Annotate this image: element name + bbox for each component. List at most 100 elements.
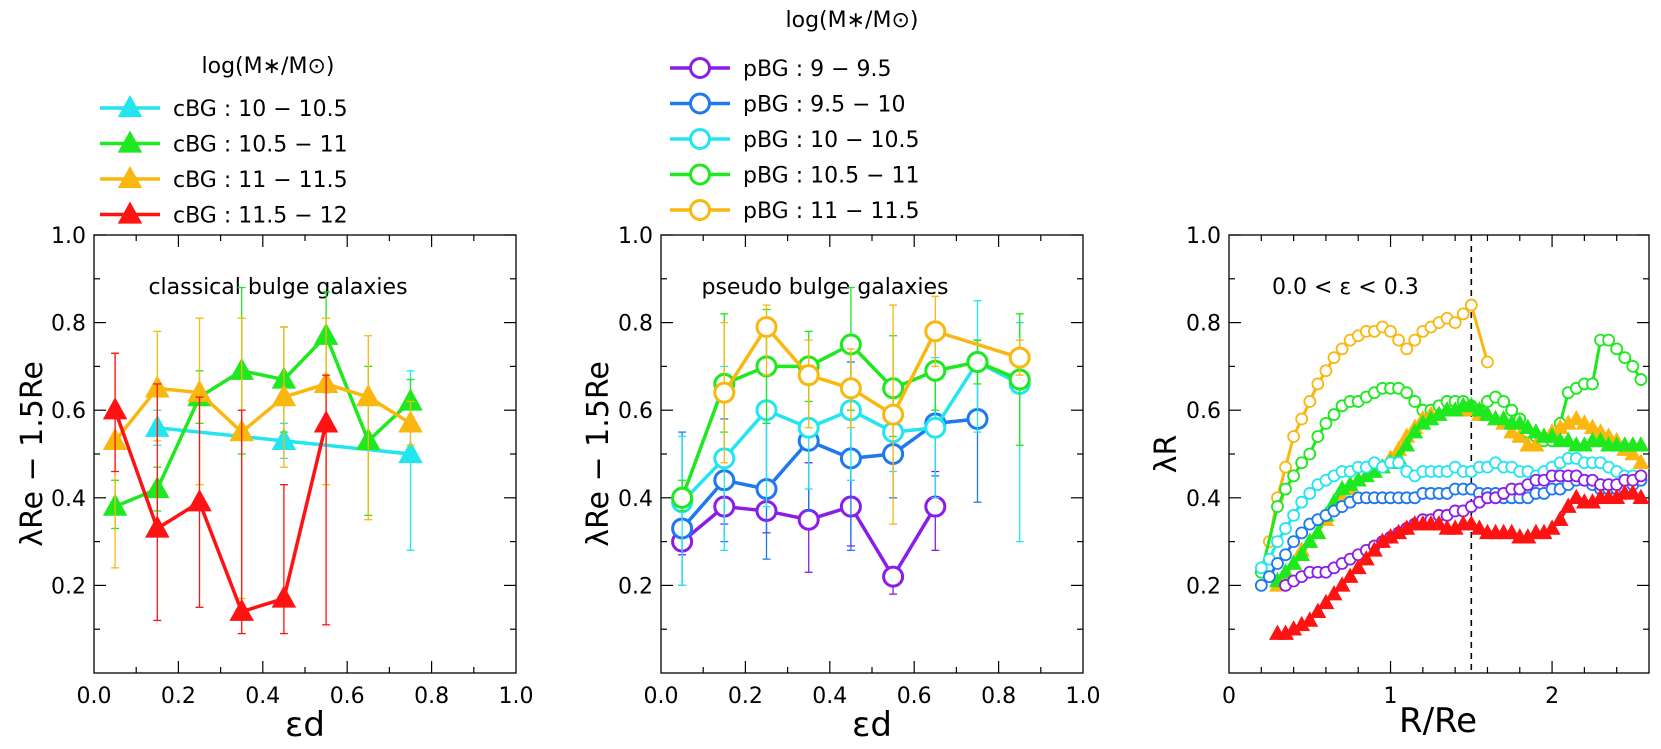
legend-label: pBG : 9.5 − 10	[743, 93, 906, 118]
data-point	[1618, 351, 1632, 365]
y-tick-label: 0.6	[51, 399, 86, 424]
data-point	[1511, 414, 1529, 430]
data-point	[1430, 515, 1448, 531]
data-point	[187, 489, 212, 512]
x-axis-label: εd	[285, 705, 325, 745]
data-point	[1357, 550, 1375, 566]
data-point	[1295, 412, 1309, 426]
series-line	[114, 333, 412, 509]
data-point	[882, 565, 905, 588]
data-point	[1319, 416, 1333, 430]
data-point	[1279, 482, 1292, 496]
data-point	[1279, 522, 1292, 535]
plot-frame	[1228, 234, 1650, 674]
panel-radial-profiles: 0.0 < ε < 0.3 R/Re λR 0.2 0.4 0.6 0.8 1.0 0 1 2	[1149, 224, 1650, 741]
data-point	[1311, 430, 1325, 443]
x-tick-label: 0.0	[644, 684, 679, 709]
data-point	[1505, 403, 1519, 417]
x-tick-label: 0.2	[728, 684, 763, 709]
data-point	[924, 495, 947, 518]
data-point	[145, 515, 170, 538]
data-point	[1602, 333, 1616, 347]
x-tick-label: 0.8	[414, 684, 449, 709]
legend-label: pBG : 9 − 9.5	[743, 57, 892, 82]
data-point	[1610, 342, 1624, 356]
legend-marker	[689, 199, 711, 221]
data-point	[1311, 377, 1325, 391]
data-point	[1567, 488, 1585, 505]
x-tick-label: 0.6	[897, 684, 932, 709]
data-point	[398, 440, 423, 464]
data-point	[1527, 436, 1545, 452]
data-point	[713, 381, 736, 404]
axis-ticks: 0.2 0.4 0.6 0.8 1.0 0.0 0.2 0.4 0.6 0.8 1.0	[618, 224, 1101, 709]
data-point	[797, 508, 820, 531]
y-tick-label: 0.2	[618, 574, 653, 599]
legend-entry: cBG : 10 − 10.5	[100, 94, 348, 122]
data-point	[1543, 427, 1561, 443]
data-point	[1301, 611, 1319, 627]
y-tick-label: 0.4	[618, 487, 653, 512]
y-tick-label: 0.8	[618, 312, 653, 337]
y-tick-label: 1.0	[1186, 224, 1221, 249]
legend-marker	[689, 92, 711, 115]
data-point	[398, 410, 423, 433]
data-point	[1462, 515, 1480, 531]
legend-entry: pBG : 11 − 11.5	[670, 199, 920, 224]
data-point	[271, 585, 297, 608]
data-point	[1295, 495, 1309, 509]
legend-classical-entries: cBG : 10 − 10.5 cBG : 10.5 − 11 cBG : 11 −…	[100, 94, 348, 229]
series-3	[1269, 396, 1650, 588]
legend-label: cBG : 11.5 − 12	[173, 204, 348, 229]
x-axis-label: R/Re	[1399, 701, 1477, 741]
legend-pseudo-entries: pBG : 9 − 9.5 pBG : 9.5 − 10 pBG : 10 − 10…	[670, 57, 920, 224]
x-axis-label: εd	[852, 705, 892, 745]
data-point	[1277, 563, 1294, 579]
data-point	[1634, 469, 1648, 483]
data-point	[1309, 602, 1327, 618]
data-point	[1481, 355, 1494, 369]
axis-ticks: 0.2 0.4 0.6 0.8 1.0 0 1 2	[1186, 224, 1649, 709]
data-point	[1279, 460, 1292, 474]
legend-label: pBG : 10 − 10.5	[743, 128, 920, 153]
data-point	[1279, 548, 1292, 562]
x-tick-label: 1.0	[499, 684, 534, 709]
legend-pseudo-title: log(M∗/M⊙)	[786, 8, 919, 33]
panel-annotation: classical bulge galaxies	[148, 275, 407, 300]
data-point	[1254, 561, 1268, 575]
data-point	[1567, 409, 1585, 426]
data-point	[1295, 526, 1309, 540]
data-point	[1285, 554, 1303, 570]
data-point	[1327, 351, 1341, 365]
data-point	[1543, 519, 1561, 535]
x-tick-label: 1.0	[1066, 684, 1101, 709]
data-point	[313, 410, 339, 433]
series-line	[113, 409, 328, 614]
data-point	[1592, 431, 1609, 448]
data-point	[966, 351, 989, 374]
data-point	[924, 416, 947, 439]
panel-classical-bulge: classical bulge galaxies εd λRe − 1.5Re …	[15, 224, 534, 745]
data-point	[1503, 423, 1521, 439]
data-point	[1287, 508, 1301, 522]
legend-marker	[689, 57, 711, 79]
data-point	[1271, 500, 1284, 513]
data-point	[1295, 456, 1309, 470]
data-point	[1325, 585, 1343, 601]
series-7	[1269, 484, 1650, 640]
x-tick-label: 0.4	[812, 684, 847, 709]
legend-entry: cBG : 10.5 − 11	[100, 130, 348, 158]
data-point	[356, 384, 381, 407]
legend-marker	[117, 130, 143, 153]
legend-label: pBG : 10.5 − 11	[743, 164, 920, 189]
legend-entry: pBG : 10.5 − 11	[670, 163, 920, 189]
data-point	[1254, 579, 1268, 592]
data-point	[1287, 469, 1301, 483]
data-point	[1511, 427, 1529, 443]
legend-marker	[117, 165, 143, 189]
data-point	[1632, 436, 1650, 452]
data-point	[1303, 487, 1317, 500]
x-tick-label: 0.8	[981, 684, 1016, 709]
panel-pseudo-bulge: pseudo bulge galaxies εd λRe − 1.5Re 0.2…	[581, 224, 1101, 745]
